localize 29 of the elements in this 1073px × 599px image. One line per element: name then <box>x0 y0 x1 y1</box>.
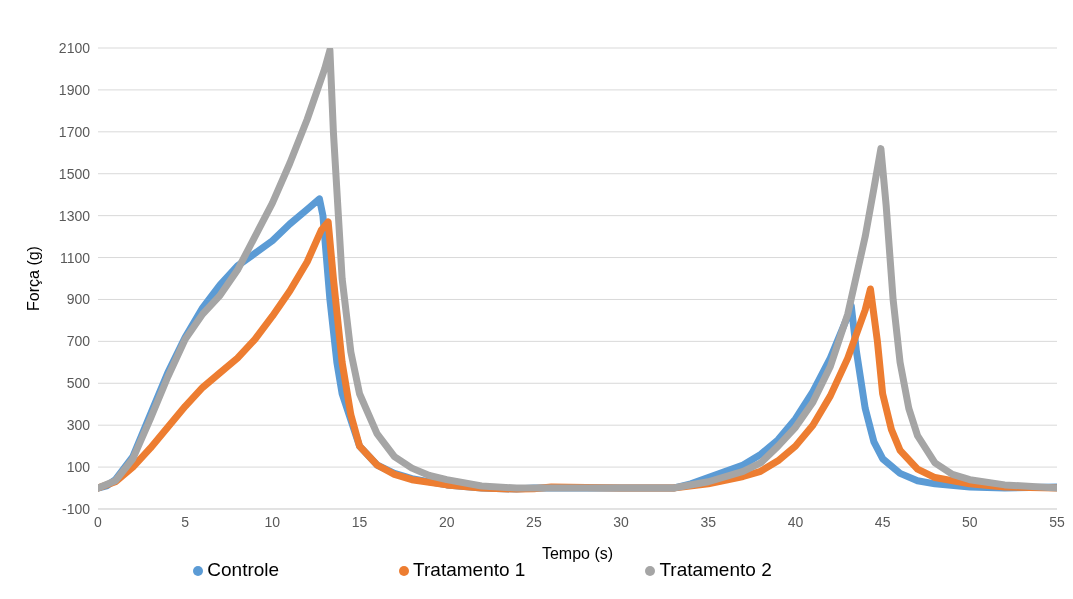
x-tick-label: 50 <box>962 513 978 530</box>
x-tick-label: 40 <box>787 513 804 530</box>
x-tick-label: 0 <box>94 513 103 530</box>
y-tick-label: 900 <box>66 291 91 308</box>
legend-label: Tratamento 1 <box>413 559 526 580</box>
legend-label: Tratamento 2 <box>659 559 772 580</box>
legend-label: Controle <box>207 559 280 580</box>
y-tick-label: 100 <box>66 459 91 476</box>
y-tick-label: 700 <box>66 333 91 350</box>
x-tick-label: 30 <box>613 513 630 530</box>
x-tick-label: 45 <box>874 513 891 530</box>
x-tick-label: 5 <box>181 513 190 530</box>
x-tick-label: 10 <box>264 513 281 530</box>
y-tick-label: 1300 <box>58 207 91 224</box>
y-tick-label: 1500 <box>58 165 91 182</box>
y-axis-title: Força (g) <box>24 246 42 311</box>
x-axis-title: Tempo (s) <box>541 545 614 562</box>
y-tick-label: 1100 <box>59 249 91 266</box>
y-tick-label: -100 <box>61 500 91 517</box>
x-tick-label: 55 <box>1049 513 1065 530</box>
y-tick-label: 500 <box>66 375 91 392</box>
y-tick-label: 300 <box>66 417 91 434</box>
x-tick-label: 20 <box>438 513 455 530</box>
y-tick-label: 1700 <box>58 123 91 140</box>
x-tick-label: 15 <box>351 513 368 530</box>
y-tick-label: 1900 <box>58 81 91 98</box>
x-tick-label: 35 <box>700 513 717 530</box>
x-tick-label: 25 <box>526 513 542 530</box>
y-tick-label: 2100 <box>58 39 91 56</box>
